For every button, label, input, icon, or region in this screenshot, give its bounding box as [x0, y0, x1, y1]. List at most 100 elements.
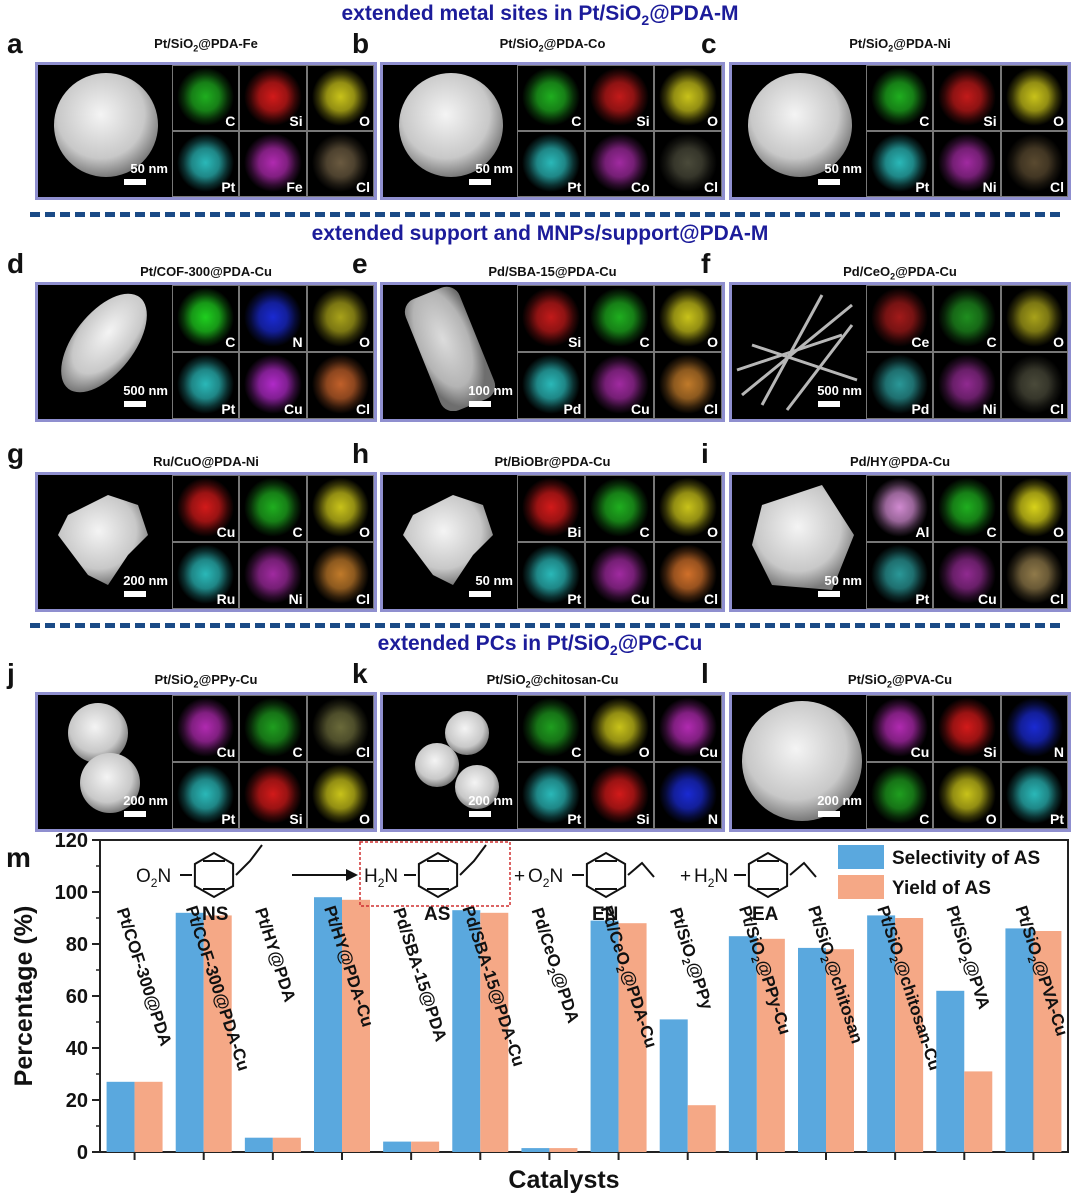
element-map-si: Si — [585, 65, 654, 131]
element-map-pt: Pt — [517, 131, 586, 197]
panel-label-k: k — [352, 658, 368, 689]
element-map-n: N — [1000, 695, 1068, 762]
bar-selectivity — [798, 947, 826, 1152]
element-map-si: Si — [933, 65, 1001, 131]
element-label: O — [1053, 334, 1064, 350]
element-label: Si — [289, 113, 303, 129]
eds-mapping-panel-b: 50 nm C Si O Pt Co Cl — [380, 62, 725, 200]
element-label: O — [359, 113, 370, 129]
panel-label-a: a — [7, 28, 23, 59]
haadf-image: 200 nm — [38, 475, 172, 609]
scale-bar-label: 50 nm — [475, 161, 513, 176]
category-label: Pt/SiO2@chitosan-Cu — [870, 903, 944, 1073]
element-label: Si — [983, 113, 997, 129]
panel-title: Pt/SiO2@PDA-Co — [499, 36, 606, 54]
element-map-c: C — [517, 695, 586, 762]
bar-selectivity — [106, 1081, 135, 1152]
element-label: Ce — [911, 334, 930, 350]
element-map-cu: Cu — [585, 352, 654, 419]
element-label: Cl — [355, 744, 370, 760]
element-map-cl: Cl — [653, 131, 722, 197]
panel-label-c: c — [701, 28, 717, 59]
scale-bar-label: 500 nm — [123, 383, 168, 398]
bar-yield — [1033, 931, 1062, 1152]
element-label: O — [1053, 524, 1064, 540]
ethyl-group — [789, 861, 817, 878]
element-label: O — [359, 334, 370, 350]
haadf-particle-image — [742, 701, 862, 821]
element-map-pt: Pt — [172, 762, 240, 829]
element-label: Si — [983, 744, 997, 760]
element-map-pt: Pt — [1000, 762, 1068, 829]
scale-bar-line — [469, 591, 491, 597]
haadf-particle-image — [399, 73, 503, 177]
element-label: Bi — [567, 524, 582, 540]
bar-selectivity — [936, 990, 965, 1152]
category-label: Pd/SBA-15@PDA-Cu — [458, 903, 528, 1068]
panel-title: Pt/BiOBr@PDA-Cu — [494, 454, 611, 469]
y-tick-label: 20 — [66, 1090, 88, 1112]
scale-bar-label: 200 nm — [468, 793, 513, 808]
ns-label: NS — [202, 904, 228, 925]
legend-swatch — [838, 845, 884, 869]
element-map-cu: Cu — [866, 695, 934, 762]
scale-bar-line — [818, 401, 840, 407]
category-label: Pt/HY@PDA — [251, 905, 299, 1004]
element-map-pt: Pt — [172, 131, 240, 197]
scale-bar-line — [469, 811, 491, 817]
scale-bar: 200 nm — [116, 793, 172, 821]
scale-bar: 50 nm — [461, 161, 517, 189]
element-map-grid: Ce C O Pd Ni Cl — [866, 285, 1068, 419]
element-map-ru: Ru — [172, 542, 240, 609]
element-map-o: O — [306, 762, 374, 829]
bar-selectivity — [1005, 928, 1034, 1152]
element-map-o: O — [306, 65, 374, 131]
scale-bar-line — [818, 591, 840, 597]
element-map-cu: Cu — [933, 542, 1001, 609]
haadf-image: 50 nm — [732, 475, 866, 609]
element-label: N — [292, 334, 303, 350]
element-label: Pt — [567, 179, 582, 195]
haadf-particle-image — [404, 286, 496, 412]
element-map-o: O — [306, 285, 374, 352]
bar-yield — [687, 1105, 716, 1152]
element-map-cu: Cu — [653, 695, 722, 762]
element-map-c: C — [585, 285, 654, 352]
eds-mapping-panel-c: 50 nm C Si O Pt Ni Cl — [729, 62, 1071, 200]
scale-bar: 100 nm — [461, 383, 517, 411]
element-label: Fe — [286, 179, 303, 195]
bar-selectivity — [867, 915, 896, 1152]
element-label: Ru — [216, 591, 236, 607]
element-map-c: C — [866, 65, 934, 131]
ethyl-group — [627, 861, 655, 878]
panel-label-l: l — [701, 658, 709, 689]
scale-bar-label: 200 nm — [817, 793, 862, 808]
element-label: Co — [630, 179, 650, 195]
element-label: Cl — [1049, 179, 1064, 195]
element-map-ce: Ce — [866, 285, 934, 352]
panel-title: Pt/SiO2@PDA-Ni — [849, 36, 951, 54]
element-label: Cl — [355, 591, 370, 607]
divider — [30, 212, 1060, 217]
panel-label-b: b — [352, 28, 370, 59]
bar-yield — [480, 912, 509, 1152]
scale-bar: 200 nm — [810, 793, 866, 821]
panel-label-i: i — [701, 438, 709, 469]
element-map-bi: Bi — [517, 475, 586, 542]
panel-title: Pt/COF-300@PDA-Cu — [140, 264, 272, 279]
arrow-head — [346, 869, 358, 881]
haadf-particle-image — [54, 73, 158, 177]
scale-bar: 50 nm — [810, 573, 866, 601]
element-label: Cl — [1049, 591, 1064, 607]
scale-bar-label: 500 nm — [817, 383, 862, 398]
element-label: Pt — [915, 179, 930, 195]
element-label: C — [919, 113, 930, 129]
element-label: Ni — [982, 179, 997, 195]
element-label: Pd — [563, 401, 582, 417]
as-highlight-box — [359, 841, 511, 907]
element-map-grid: Cu C Cl Pt Si O — [172, 695, 374, 829]
eds-mapping-panel-d: 500 nm C N O Pt Cu Cl — [35, 282, 377, 422]
panel-title: Pt/SiO2@PDA-Fe — [154, 36, 258, 54]
eds-mapping-panel-a: 50 nm C Si O Pt Fe Cl — [35, 62, 377, 200]
element-map-cu: Cu — [585, 542, 654, 609]
